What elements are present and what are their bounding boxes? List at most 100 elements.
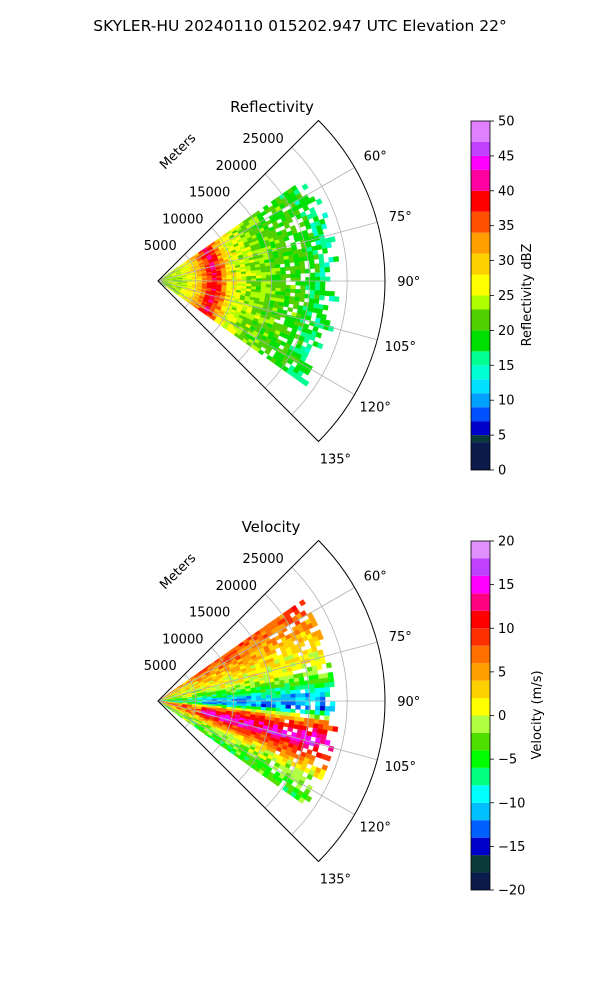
field-cell: [260, 689, 267, 693]
field-cell: [328, 256, 335, 263]
field-cell: [300, 281, 306, 286]
field-cell: [275, 274, 282, 279]
field-cell: [299, 684, 306, 690]
field-cell: [265, 701, 272, 705]
field-cell: [283, 722, 290, 728]
range-tick-label: 15000: [189, 186, 230, 201]
field-cell: [298, 676, 305, 682]
field-cell: [305, 315, 312, 321]
field-cell: [299, 680, 305, 686]
field-cell: [292, 724, 299, 730]
field-cell: [206, 278, 213, 280]
field-cell: [314, 294, 320, 300]
field-cell: [274, 315, 281, 321]
field-cell: [284, 715, 291, 721]
reflectivity-title: Reflectivity: [230, 98, 314, 116]
colorbar-tick-label: 35: [498, 219, 515, 234]
field-cell: [299, 264, 306, 270]
field-cell: [299, 297, 305, 303]
colorbar-segment: [471, 442, 490, 470]
field-cell: [304, 688, 311, 694]
field-cell: [298, 599, 307, 607]
field-cell: [314, 714, 320, 720]
field-cell: [290, 689, 296, 695]
azimuth-tick-label: 75°: [389, 630, 412, 645]
field-cell: [294, 712, 301, 718]
colorbar-tick-label: 25: [498, 289, 515, 304]
reflectivity-radial-axis-label: Meters: [157, 131, 199, 173]
polar-frame: [157, 539, 386, 863]
field-cell: [288, 258, 295, 264]
field-cell: [281, 626, 288, 633]
field-cell: [241, 281, 247, 284]
field-cell: [236, 701, 242, 704]
field-cell: [246, 275, 252, 279]
field-cell: [319, 710, 326, 716]
field-cell: [285, 273, 291, 279]
colorbar-segment: [471, 610, 490, 629]
field-cell: [308, 679, 315, 685]
field-cell: [275, 711, 281, 716]
field-cell: [246, 273, 252, 277]
field-cell: [256, 283, 262, 288]
field-cell: [285, 701, 291, 706]
field-cell: [294, 685, 301, 691]
field-cell: [280, 704, 286, 709]
colorbar-segment: [471, 558, 490, 576]
field-cell: [256, 281, 262, 285]
azimuth-spoke: [157, 587, 355, 702]
colorbar-segment: [471, 351, 490, 366]
colorbar-segment: [471, 169, 490, 191]
azimuth-tick-label: 105°: [385, 760, 416, 775]
field-cell: [256, 703, 262, 708]
azimuth-spoke: [157, 641, 378, 702]
azimuth-spoke: [157, 700, 355, 815]
field-cell: [274, 780, 281, 787]
field-cell: [317, 673, 324, 680]
field-cell: [299, 293, 306, 299]
field-cell: [280, 687, 286, 692]
field-cell: [290, 285, 296, 290]
field-cell: [231, 701, 237, 704]
field-cell: [280, 284, 286, 289]
field-cell: [310, 285, 316, 291]
field-cell: [275, 694, 282, 699]
field-cell: [287, 307, 294, 313]
field-cell: [295, 701, 301, 706]
field-cell: [261, 281, 267, 285]
field-cell: [316, 664, 323, 671]
azimuth-tick-label: 120°: [360, 400, 391, 415]
field-cell: [299, 289, 306, 295]
field-cell: [290, 288, 296, 294]
field-cell: [280, 694, 286, 699]
field-cell: [287, 727, 294, 733]
field-cell: [275, 291, 281, 296]
colorbar-tick-label: 15: [498, 578, 515, 593]
field-cell: [255, 272, 262, 277]
field-cell: [246, 695, 252, 699]
field-cell: [284, 686, 291, 691]
colorbar-segment: [471, 732, 490, 751]
field-cell: [329, 706, 336, 712]
field-cell: [216, 281, 223, 284]
field-cell: [284, 682, 291, 688]
field-cell: [318, 678, 325, 684]
field-cell: [265, 284, 272, 288]
figure-suptitle: SKYLER-HU 20240110 015202.947 UTC Elevat…: [93, 17, 507, 35]
field-cell: [260, 275, 267, 279]
field-cell: [324, 262, 330, 268]
field-cell: [299, 641, 306, 648]
azimuth-spoke: [157, 280, 378, 341]
field-cell: [250, 272, 257, 277]
field-cell: [275, 701, 282, 706]
field-cell: [280, 267, 286, 272]
field-cell: [320, 281, 326, 287]
azimuth-spoke: [157, 221, 378, 282]
range-tick-label: 20000: [216, 579, 257, 594]
field-cell: [313, 254, 319, 260]
field-cell: [317, 253, 324, 260]
colorbar-segment: [471, 330, 490, 352]
field-cell: [290, 701, 296, 706]
colorbar-segment: [471, 309, 490, 331]
